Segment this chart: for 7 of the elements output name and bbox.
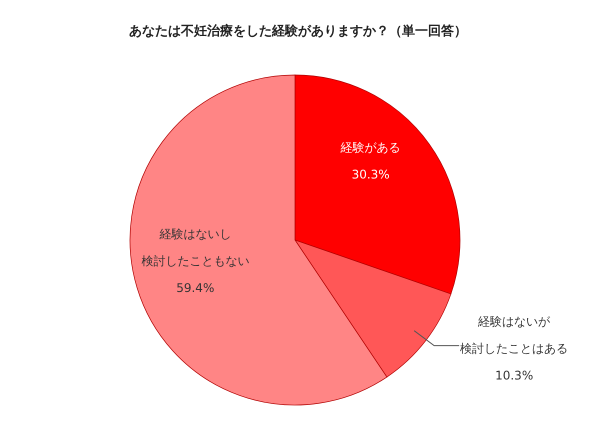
data-label: 10.3% bbox=[495, 368, 534, 383]
data-label: 59.4% bbox=[176, 280, 214, 295]
slice-label: 経験がある bbox=[340, 140, 401, 155]
slice-label: 経験はないが検討したことはある bbox=[460, 314, 568, 356]
slice-label: 経験はないし検討したこともない bbox=[141, 226, 250, 268]
data-label: 30.3% bbox=[352, 168, 390, 182]
chart-title: あなたは不妊治療をした経験がありますか？（単一回答） bbox=[128, 22, 468, 40]
